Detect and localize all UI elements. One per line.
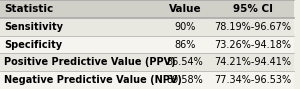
Bar (0, 0, 294, 18)
Bar (0, 53, 294, 71)
Bar (0, 18, 294, 36)
Text: 90%: 90% (175, 22, 196, 32)
Bar (0, 71, 294, 89)
Text: Negative Predictive Value (NPV): Negative Predictive Value (NPV) (4, 75, 182, 85)
Text: Sensitivity: Sensitivity (4, 22, 63, 32)
Text: Positive Predictive Value (PPV): Positive Predictive Value (PPV) (4, 57, 176, 67)
Text: 86%: 86% (175, 40, 196, 49)
Text: 86.54%: 86.54% (167, 57, 204, 67)
Text: 89.58%: 89.58% (167, 75, 204, 85)
Text: Statistic: Statistic (4, 4, 54, 14)
Text: 77.34%-96.53%: 77.34%-96.53% (214, 75, 291, 85)
Bar (0, 36, 294, 53)
Text: 73.26%-94.18%: 73.26%-94.18% (214, 40, 291, 49)
Text: 74.21%-94.41%: 74.21%-94.41% (214, 57, 291, 67)
Text: Value: Value (169, 4, 202, 14)
Text: Specificity: Specificity (4, 40, 62, 49)
Text: 95% CI: 95% CI (233, 4, 273, 14)
Text: 78.19%-96.67%: 78.19%-96.67% (214, 22, 291, 32)
